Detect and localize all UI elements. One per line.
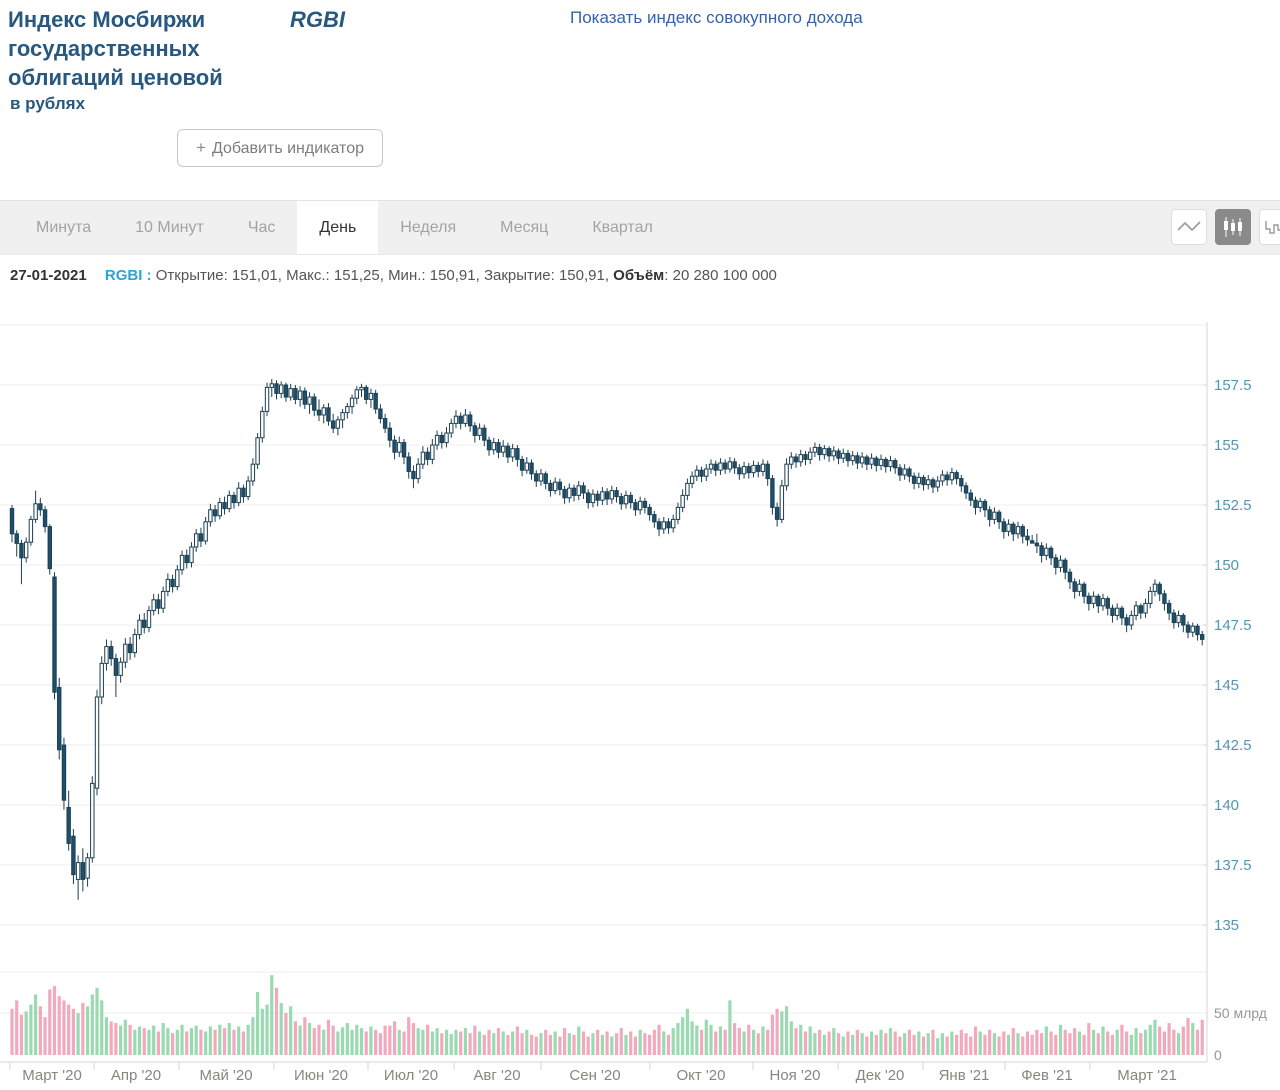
tab-day[interactable]: День [297,201,379,254]
candlestick-icon-button[interactable] [1215,209,1251,245]
svg-text:150: 150 [1214,557,1239,574]
add-indicator-label: Добавить индикатор [211,140,364,157]
svg-text:Окт '20: Окт '20 [677,1067,726,1084]
svg-text:50 млрд: 50 млрд [1214,1005,1267,1021]
svg-text:135: 135 [1214,917,1239,934]
svg-text:155: 155 [1214,437,1239,454]
line-chart-icon-button[interactable] [1171,209,1207,245]
info-volume-label: Объём [613,267,665,284]
svg-text:Янв '21: Янв '21 [939,1067,990,1084]
ohlc-info-bar: 27-01-2021 RGBI : Открытие: 151,01, Макс… [10,267,777,284]
currency-subtitle: в рублях [10,94,86,113]
tab-hour[interactable]: Час [247,219,276,236]
plus-icon: + [196,138,206,157]
svg-text:Апр '20: Апр '20 [111,1067,161,1084]
info-ohlc-values: Открытие: 151,01, Макс.: 151,25, Мин.: 1… [155,267,614,284]
svg-text:Июл '20: Июл '20 [384,1067,438,1084]
svg-text:145: 145 [1214,677,1239,694]
info-date: 27-01-2021 [10,267,87,284]
timeframe-tabstrip: Минута 10 Минут Час День Неделя Месяц Кв… [0,200,1280,255]
svg-text:140: 140 [1214,797,1239,814]
page-title: Индекс Мосбиржи государственных облигаци… [8,7,223,90]
add-indicator-button[interactable]: + Добавить индикатор [177,129,383,167]
info-volume-value: : 20 280 100 000 [664,267,777,284]
svg-text:147.5: 147.5 [1214,617,1252,634]
candlestick-icon [1224,217,1242,237]
svg-text:Март '20: Март '20 [22,1067,82,1084]
tab-minute[interactable]: Минута [36,219,92,236]
tab-10minutes[interactable]: 10 Минут [135,219,204,236]
svg-text:Май '20: Май '20 [199,1067,252,1084]
svg-text:Авг '20: Авг '20 [473,1067,520,1084]
line-chart-icon [1177,221,1201,232]
svg-text:Ноя '20: Ноя '20 [769,1067,820,1084]
svg-text:Фев '21: Фев '21 [1021,1067,1072,1084]
svg-text:Сен '20: Сен '20 [569,1067,620,1084]
total-return-index-link[interactable]: Показать индекс совокупного дохода [570,8,863,27]
tab-week[interactable]: Неделя [400,219,457,236]
svg-text:157.5: 157.5 [1214,377,1252,394]
timeframe-tabs: Минута 10 Минут Час День Неделя Месяц Кв… [14,201,675,254]
tab-quarter[interactable]: Квартал [592,219,653,236]
svg-text:Дек '20: Дек '20 [856,1067,905,1084]
svg-text:137.5: 137.5 [1214,857,1252,874]
bars-chart-icon-button[interactable] [1259,209,1280,245]
svg-text:Июн '20: Июн '20 [294,1067,348,1084]
svg-text:142.5: 142.5 [1214,737,1252,754]
svg-text:Март '21: Март '21 [1117,1067,1177,1084]
price-chart[interactable]: 157.5 155 152.5 150 147.5 145 142.5 140 137.5 135… [0,300,1280,1090]
ticker-symbol: RGBI [290,7,345,32]
svg-text:0: 0 [1214,1047,1222,1063]
info-symbol: RGBI [104,267,143,284]
tab-month[interactable]: Месяц [500,219,549,236]
svg-text:152.5: 152.5 [1214,497,1252,514]
bars-chart-icon [1265,221,1280,234]
